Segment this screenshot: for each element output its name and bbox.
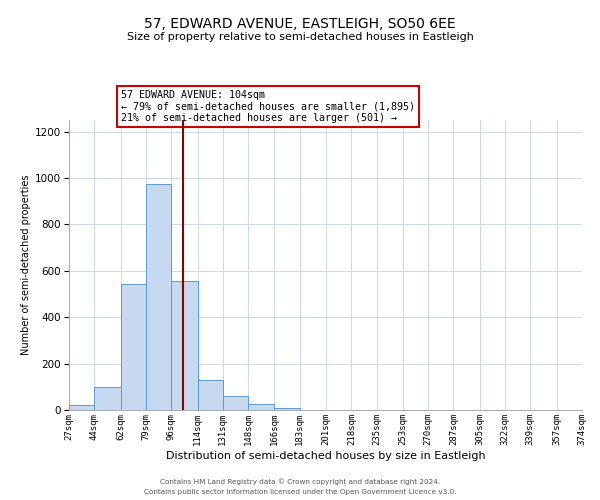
- Y-axis label: Number of semi-detached properties: Number of semi-detached properties: [21, 175, 31, 355]
- Text: Size of property relative to semi-detached houses in Eastleigh: Size of property relative to semi-detach…: [127, 32, 473, 42]
- Bar: [171, 281, 197, 410]
- X-axis label: Distribution of semi-detached houses by size in Eastleigh: Distribution of semi-detached houses by …: [166, 450, 485, 460]
- Bar: [248, 404, 274, 410]
- Bar: [146, 184, 171, 410]
- Text: 57, EDWARD AVENUE, EASTLEIGH, SO50 6EE: 57, EDWARD AVENUE, EASTLEIGH, SO50 6EE: [144, 18, 456, 32]
- Text: Contains public sector information licensed under the Open Government Licence v3: Contains public sector information licen…: [144, 489, 456, 495]
- Bar: [121, 284, 146, 410]
- Bar: [69, 406, 94, 410]
- Text: Contains HM Land Registry data © Crown copyright and database right 2024.: Contains HM Land Registry data © Crown c…: [160, 478, 440, 485]
- Bar: [223, 396, 248, 410]
- Bar: [197, 380, 223, 410]
- Bar: [274, 408, 299, 410]
- Bar: [94, 387, 121, 410]
- Text: 57 EDWARD AVENUE: 104sqm
← 79% of semi-detached houses are smaller (1,895)
21% o: 57 EDWARD AVENUE: 104sqm ← 79% of semi-d…: [121, 90, 415, 124]
